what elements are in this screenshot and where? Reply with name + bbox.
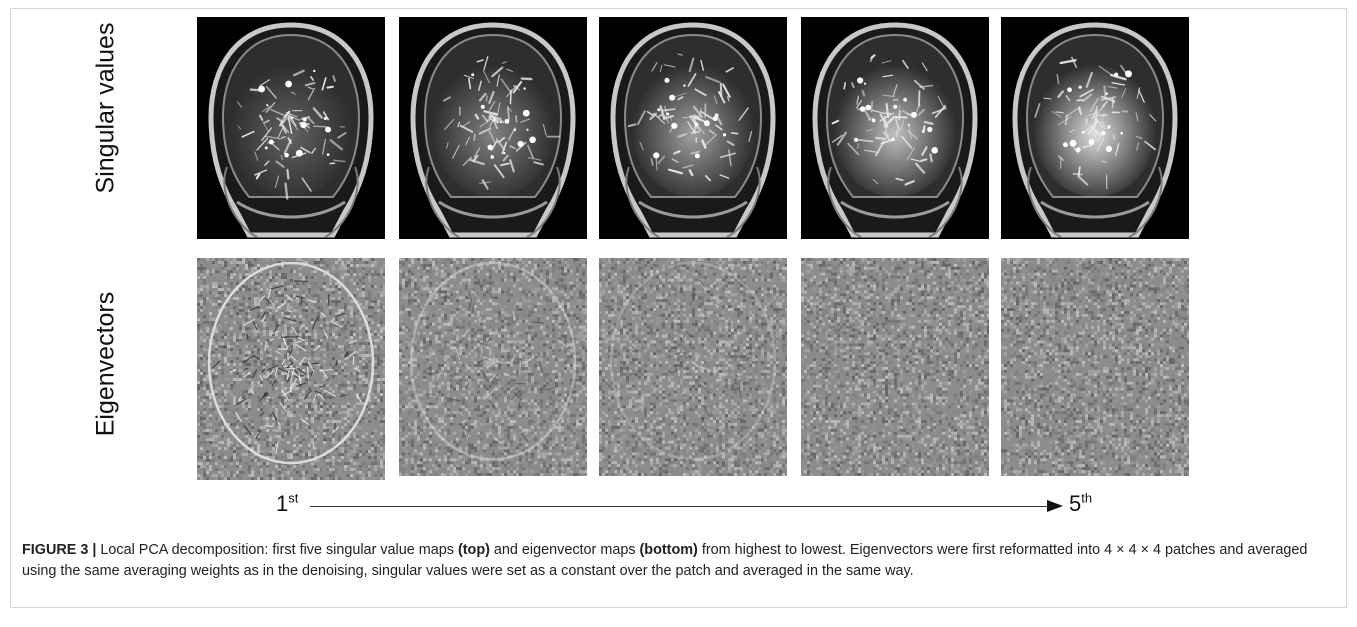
eigenvector-map-4 bbox=[801, 258, 989, 476]
order-start-label: 1st bbox=[276, 490, 299, 516]
order-end-label: 5th bbox=[1069, 490, 1093, 516]
row-label-singular-values: Singular values bbox=[91, 22, 120, 194]
figure-caption: FIGURE 3 | Local PCA decomposition: firs… bbox=[22, 542, 1308, 579]
eigenvector-map-5 bbox=[1001, 258, 1189, 476]
singular-value-map-5 bbox=[1001, 17, 1189, 239]
singular-value-map-1 bbox=[197, 17, 385, 239]
eigenvector-map-3 bbox=[599, 258, 787, 476]
order-arrow-line bbox=[310, 506, 1050, 507]
eigenvector-map-2 bbox=[399, 258, 587, 476]
eigenvector-map-1 bbox=[197, 258, 385, 480]
singular-value-map-3 bbox=[599, 17, 787, 239]
singular-value-map-2 bbox=[399, 17, 587, 239]
row-label-eigenvectors: Eigenvectors bbox=[91, 291, 120, 437]
caption-label: FIGURE 3 | bbox=[22, 542, 97, 558]
singular-value-map-4 bbox=[801, 17, 989, 239]
arrow-head-icon bbox=[1047, 500, 1063, 512]
